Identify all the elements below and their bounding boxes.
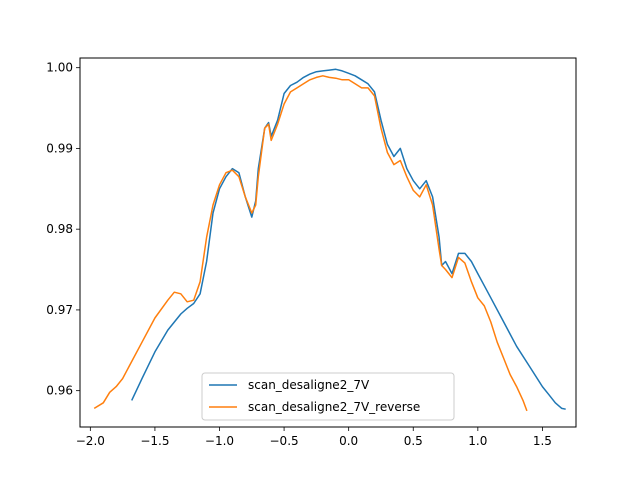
series-layer (93, 68, 566, 412)
y-tick-label: 0.99 (46, 141, 73, 155)
x-tick-label: 1.5 (533, 434, 552, 448)
y-tick-label: 0.96 (46, 384, 73, 398)
x-tick-label: 0.0 (339, 434, 358, 448)
legend-label-series-1: scan_desaligne2_7V (248, 378, 370, 392)
y-tick-label: 0.98 (46, 222, 73, 236)
legend: scan_desaligne2_7V scan_desaligne2_7V_re… (201, 372, 455, 421)
x-tick-label: −0.5 (270, 434, 299, 448)
y-tick-label: 0.97 (46, 303, 73, 317)
series-line-2 (93, 75, 528, 412)
x-tick-label: −2.0 (76, 434, 105, 448)
x-tick-label: −1.5 (140, 434, 169, 448)
legend-box (201, 372, 455, 421)
series-line-1 (131, 68, 566, 410)
plot-frame (79, 57, 577, 428)
x-tick-label: 0.5 (404, 434, 423, 448)
x-axis: −2.0 −1.5 −1.0 −0.5 0.0 0.5 1.0 1.5 (76, 427, 552, 448)
y-tick-label: 1.00 (46, 61, 73, 75)
legend-label-series-2: scan_desaligne2_7V_reverse (248, 400, 420, 414)
x-tick-label: −1.0 (205, 434, 234, 448)
y-axis: 0.96 0.97 0.98 0.99 1.00 (46, 61, 80, 398)
x-tick-label: 1.0 (468, 434, 487, 448)
